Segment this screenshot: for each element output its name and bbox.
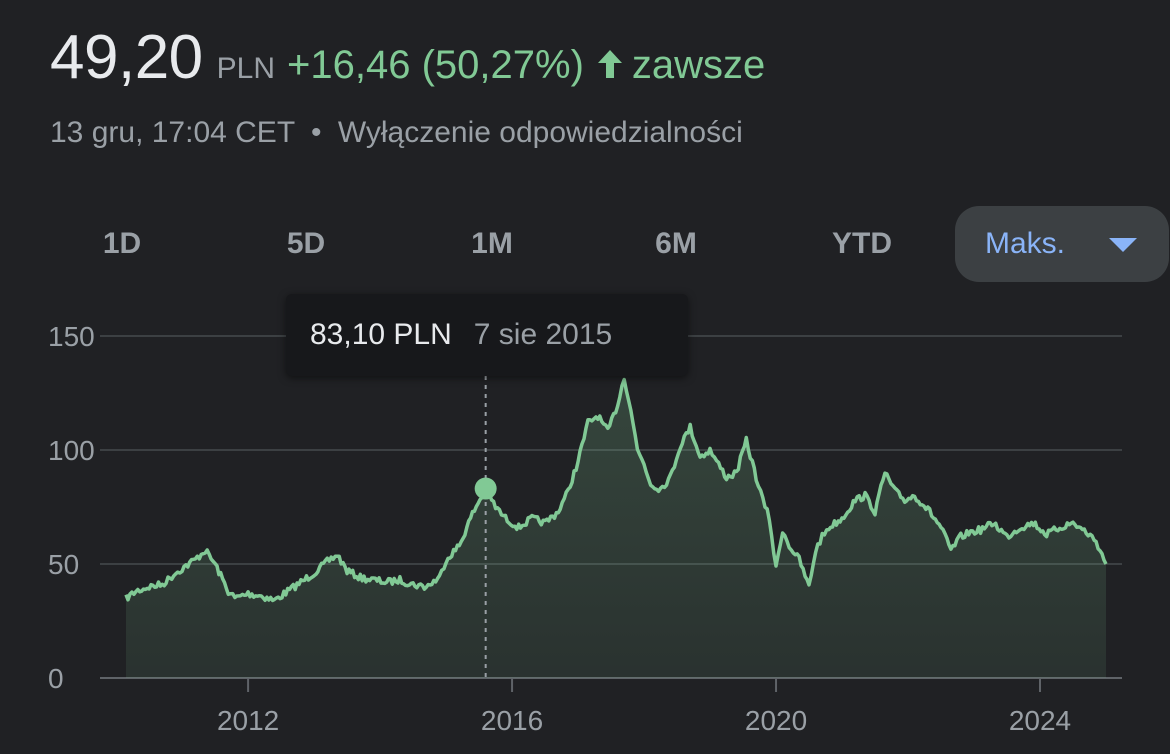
x-tick-label: 2020 (745, 705, 807, 736)
tooltip-date: 7 sie 2015 (473, 318, 613, 351)
tab-max[interactable]: Maks. (955, 206, 1169, 282)
x-tick-label: 2024 (1009, 705, 1071, 736)
disclaimer-link[interactable]: Wyłączenie odpowiedzialności (337, 116, 743, 149)
y-tick-label: 150 (48, 321, 95, 352)
price-meta: 13 gru, 17:04 CET • Wyłączenie odpowiedz… (50, 116, 743, 150)
tab-6m[interactable]: 6M (655, 227, 697, 260)
current-price: 49,20 (50, 23, 203, 92)
currency-label: PLN (216, 52, 276, 85)
caret-down-icon (1109, 238, 1137, 252)
tab-max-label: Maks. (985, 227, 1066, 260)
tab-1m[interactable]: 1M (471, 227, 513, 260)
x-tick-label: 2016 (481, 705, 543, 736)
price-change: +16,46 (50,27%) (287, 43, 584, 87)
timestamp: 13 gru, 17:04 CET (50, 116, 295, 149)
price-area (126, 379, 1106, 678)
arrow-up-icon (596, 48, 624, 80)
y-tick-label: 0 (48, 663, 64, 694)
price-header: 49,20 PLN +16,46 (50,27%) zawsze (50, 22, 765, 93)
x-tick-label: 2012 (217, 705, 279, 736)
price-line (124, 377, 1108, 603)
tab-5d[interactable]: 5D (286, 227, 326, 260)
hover-tooltip: 83,10 PLN 7 sie 2015 (286, 294, 688, 376)
range-tabs: 1D 5D 1M 6M YTD Maks. (30, 206, 1170, 282)
tooltip-value: 83,10 PLN (310, 318, 452, 351)
tab-1d[interactable]: 1D (102, 227, 142, 260)
y-tick-label: 100 (48, 435, 95, 466)
separator: • (310, 116, 322, 149)
tab-ytd[interactable]: YTD (832, 227, 892, 260)
y-tick-label: 50 (48, 549, 79, 580)
hover-point (474, 477, 497, 500)
range-label: zawsze (631, 43, 766, 87)
